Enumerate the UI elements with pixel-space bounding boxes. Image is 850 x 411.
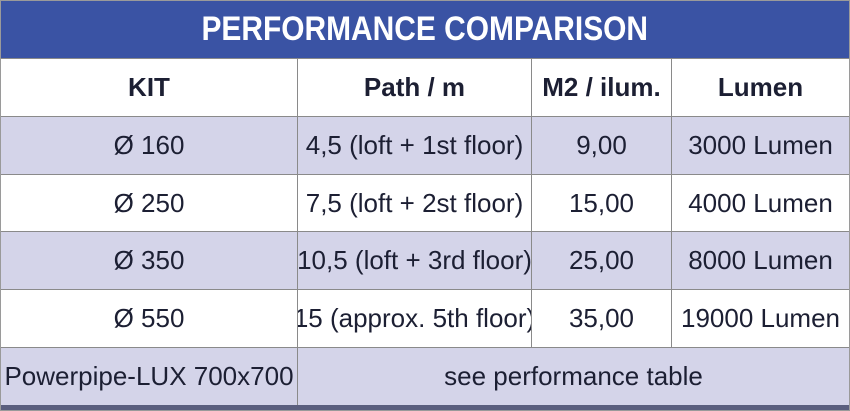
page-title: PERFORMANCE COMPARISON <box>201 10 649 48</box>
column-header-kit: KIT <box>128 71 170 102</box>
column-header-m2: M2 / ilum. <box>531 59 671 116</box>
table-row: Ø 550 15 (approx. 5th floor) 35,00 19000… <box>1 289 849 348</box>
cell-kit: Ø 550 <box>113 303 185 334</box>
table-row: Ø 350 10,5 (loft + 3rd floor) 25,00 8000… <box>1 231 849 290</box>
cell-kit-powerpipe: Powerpipe-LUX 700x700 <box>4 361 294 392</box>
table-row: Ø 250 7,5 (loft + 2st floor) 15,00 4000 … <box>1 173 849 232</box>
table-header-row: KIT Path / m M2 / ilum. Lumen <box>1 58 849 116</box>
cell-path: 10,5 (loft + 3rd floor) <box>297 232 531 290</box>
cell-kit: Ø 250 <box>113 187 185 218</box>
cell-performance-note: see performance table <box>297 348 849 405</box>
bottom-accent-bar <box>1 404 849 410</box>
table-row: Ø 160 4,5 (loft + 1st floor) 9,00 3000 L… <box>1 115 849 174</box>
cell-kit: Ø 160 <box>113 129 185 160</box>
cell-path: 15 (approx. 5th floor) <box>297 290 531 348</box>
cell-lumen: 4000 Lumen <box>671 174 849 232</box>
column-header-path: Path / m <box>297 59 531 116</box>
cell-lumen: 19000 Lumen <box>671 290 849 348</box>
cell-m2: 35,00 <box>531 290 671 348</box>
cell-kit: Ø 350 <box>113 245 185 276</box>
cell-path: 4,5 (loft + 1st floor) <box>297 116 531 174</box>
column-header-lumen: Lumen <box>671 59 849 116</box>
title-bar: PERFORMANCE COMPARISON <box>1 1 849 58</box>
cell-m2: 9,00 <box>531 116 671 174</box>
cell-m2: 15,00 <box>531 174 671 232</box>
cell-path: 7,5 (loft + 2st floor) <box>297 174 531 232</box>
table-footer-row: Powerpipe-LUX 700x700 see performance ta… <box>1 347 849 405</box>
cell-m2: 25,00 <box>531 232 671 290</box>
cell-lumen: 8000 Lumen <box>671 232 849 290</box>
cell-lumen: 3000 Lumen <box>671 116 849 174</box>
